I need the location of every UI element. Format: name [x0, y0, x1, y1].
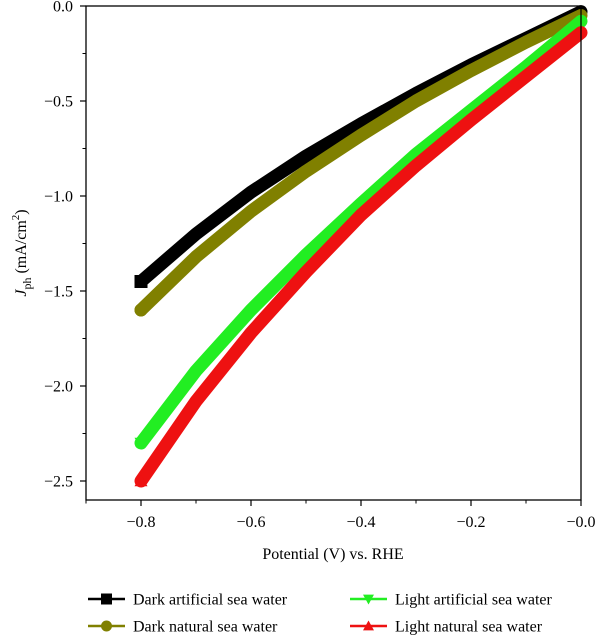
x-tick-label: −0.4 — [346, 514, 375, 531]
y-tick-label: −1.5 — [44, 284, 73, 301]
y-tick-label: −2.0 — [44, 379, 73, 396]
series-start-point — [134, 474, 148, 487]
y-tick-label: −0.5 — [44, 94, 73, 111]
series-light-artificial-sea-water — [134, 14, 588, 450]
legend-marker — [101, 593, 112, 605]
legend: Dark artificial sea water Light artificia… — [88, 592, 552, 636]
series-line — [134, 26, 588, 488]
legend-item: Light artificial sea water — [350, 592, 552, 609]
legend-item: Dark natural sea water — [88, 619, 278, 636]
legend-marker — [101, 620, 112, 632]
x-axis-title: Potential (V) vs. RHE — [262, 546, 403, 563]
x-tick-label: −0.8 — [126, 514, 155, 531]
legend-label: Light natural sea water — [395, 619, 543, 636]
y-axis-unit-prefix: (mA/cm — [13, 220, 30, 278]
plot-frame — [85, 5, 582, 501]
y-axis-subscript: ph — [20, 278, 34, 290]
legend-marker — [363, 620, 374, 631]
legend-label: Dark artificial sea water — [133, 592, 288, 609]
y-axis-symbol: J — [13, 289, 30, 297]
x-tick-label: −0.6 — [236, 514, 265, 531]
series-start-point — [134, 437, 148, 450]
series-curves — [134, 5, 588, 488]
y-axis-title: Jph (mA/cm2) — [10, 209, 34, 296]
legend-marker — [363, 594, 374, 605]
legend-label: Light artificial sea water — [395, 592, 552, 609]
y-axis-unit-superscript: 2 — [10, 215, 22, 221]
series-line — [134, 14, 588, 450]
series-start-point — [134, 303, 148, 317]
y-tick-label: 0.0 — [53, 0, 73, 16]
y-axis-unit-suffix: ) — [13, 209, 30, 214]
series-start-point — [134, 275, 148, 288]
legend-item: Dark artificial sea water — [88, 592, 288, 609]
x-tick-label: −0.0 — [566, 514, 595, 531]
legend-item: Light natural sea water — [350, 619, 543, 636]
series-light-natural-sea-water — [134, 26, 588, 488]
series-line — [134, 9, 588, 317]
y-tick-label: −2.5 — [44, 474, 73, 491]
legend-label: Dark natural sea water — [133, 619, 278, 636]
x-tick-label: −0.2 — [456, 514, 485, 531]
series-dark-natural-sea-water — [134, 9, 588, 317]
axis-ticks: −0.8 −0.6 −0.4 −0.2 −0.0 0.0 −0.5 −1.0 −1.5 −2.0 −… — [44, 0, 596, 531]
y-tick-label: −1.0 — [44, 189, 73, 206]
